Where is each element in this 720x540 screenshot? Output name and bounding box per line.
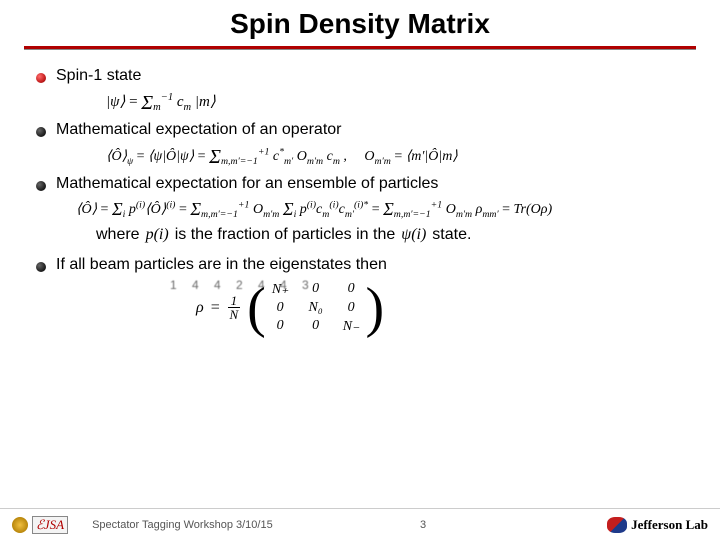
page-number: 3 [420,519,426,531]
equation-3: ⟨Ô⟩ = Σi p(i)⟨Ô⟩(i) = Σm,m′=−1+1 Om′m Σi… [76,197,684,220]
fraction-1-over-N: 1 N [226,294,241,321]
equation-1: |ψ⟩ = Σm−1 cm |m⟩ [106,89,684,113]
where-mid: is the fraction of particles in the [175,226,396,244]
jsa-text: JSA [44,517,64,532]
frac-den: N [226,308,241,321]
bullet-icon [36,127,46,137]
footer: ℰJSA Spectator Tagging Workshop 3/10/15 … [0,508,720,540]
artifact-overlay: 1 4 4 2 4 4 3 [170,278,320,298]
matrix-cell: 0 [343,300,360,316]
jsa-logo: ℰJSA [32,516,68,534]
where-sym2: ψ(i) [401,226,426,244]
bullet-2-text: Mathematical expectation of an operator [56,121,342,139]
matrix-cell: N₋ [343,318,360,335]
matrix-cell: N₀ [309,300,323,316]
bullet-2: Mathematical expectation of an operator [36,121,684,139]
bullet-4-text: If all beam particles are in the eigenst… [56,256,387,274]
bullet-3: Mathematical expectation for an ensemble… [36,175,684,193]
where-line: where p(i) is the fraction of particles … [96,226,684,244]
jlab-logo: Jefferson Lab [607,517,708,533]
where-pre: where [96,226,140,244]
slide-title: Spin Density Matrix [0,8,720,40]
matrix-cell: 0 [309,318,323,335]
title-bar: Spin Density Matrix [0,0,720,44]
rho-symbol: ρ [196,299,204,317]
equals-symbol: = [210,299,221,317]
content-area: Spin-1 state |ψ⟩ = Σm−1 cm |m⟩ Mathemati… [0,49,720,540]
bullet-3-text: Mathematical expectation for an ensemble… [56,175,438,193]
slide: Spin Density Matrix Spin-1 state |ψ⟩ = Σ… [0,0,720,540]
bullet-icon [36,73,46,83]
bullet-1: Spin-1 state [36,67,684,85]
bullet-1-text: Spin-1 state [56,67,141,85]
equation-2: ⟨Ô⟩ψ = ⟨ψ|Ô|ψ⟩ = Σm,m′=−1+1 c*m′ Om′m cm… [106,143,684,167]
bullet-icon [36,262,46,272]
left-logos: ℰJSA [12,516,68,534]
footer-talk-label: Spectator Tagging Workshop 3/10/15 [92,519,273,531]
where-post: state. [432,226,471,244]
bullet-4: If all beam particles are in the eigenst… [36,256,684,274]
bullet-icon [36,181,46,191]
jlab-text: Jefferson Lab [631,517,708,533]
doe-seal-icon [12,517,28,533]
where-sym1: p(i) [146,226,169,244]
matrix-cell: 0 [343,281,360,298]
right-paren: ) [366,280,385,336]
jlab-swoosh-icon [607,517,627,533]
matrix-cell: 0 [272,318,289,335]
matrix-cell: 0 [272,300,289,316]
